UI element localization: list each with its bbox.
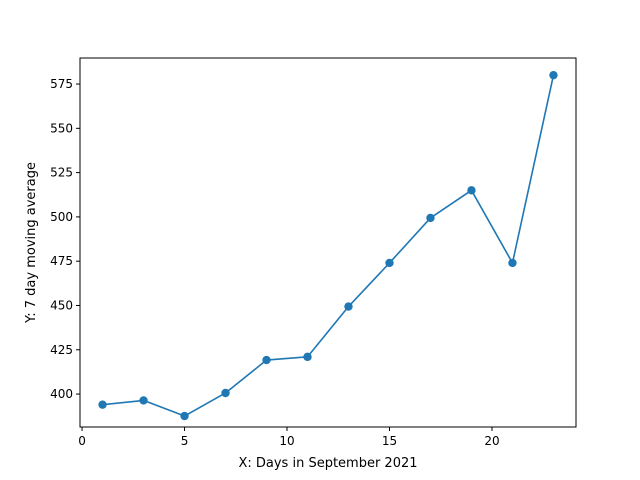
x-tick-label: 20 (484, 434, 499, 448)
data-point (508, 258, 517, 268)
data-point (303, 352, 312, 362)
data-point (467, 186, 476, 195)
y-axis-label: Y: 7 day moving average (24, 162, 39, 324)
y-tick-label: 525 (50, 166, 73, 180)
data-point (139, 396, 148, 405)
y-tick-label: 500 (50, 210, 73, 224)
x-axis-label: X: Days in September 2021 (238, 456, 417, 471)
data-point (344, 302, 353, 311)
y-tick-label: 575 (50, 77, 73, 91)
x-tick-label: 5 (181, 434, 189, 448)
y-tick-label: 550 (50, 121, 73, 135)
y-tick-label: 450 (50, 298, 73, 312)
y-tick-label: 425 (50, 343, 73, 357)
data-point (549, 70, 558, 80)
y-tick-label: 400 (50, 387, 73, 401)
x-tick-label: 0 (78, 434, 86, 448)
x-axis-ticks: 0 5 10 15 20 (78, 427, 500, 448)
x-tick-label: 15 (382, 434, 397, 448)
data-point (180, 411, 189, 421)
y-tick-label: 475 (50, 254, 73, 268)
axes-frame (79, 57, 577, 428)
data-point (385, 258, 394, 268)
data-point (221, 388, 230, 398)
series-line (102, 75, 555, 417)
plot-area (98, 70, 558, 421)
data-point (262, 355, 271, 365)
data-point (426, 213, 435, 223)
data-point (98, 400, 107, 409)
x-tick-label: 10 (279, 434, 294, 448)
y-axis-ticks: 400 425 450 475 500 525 550 575 (50, 77, 80, 401)
